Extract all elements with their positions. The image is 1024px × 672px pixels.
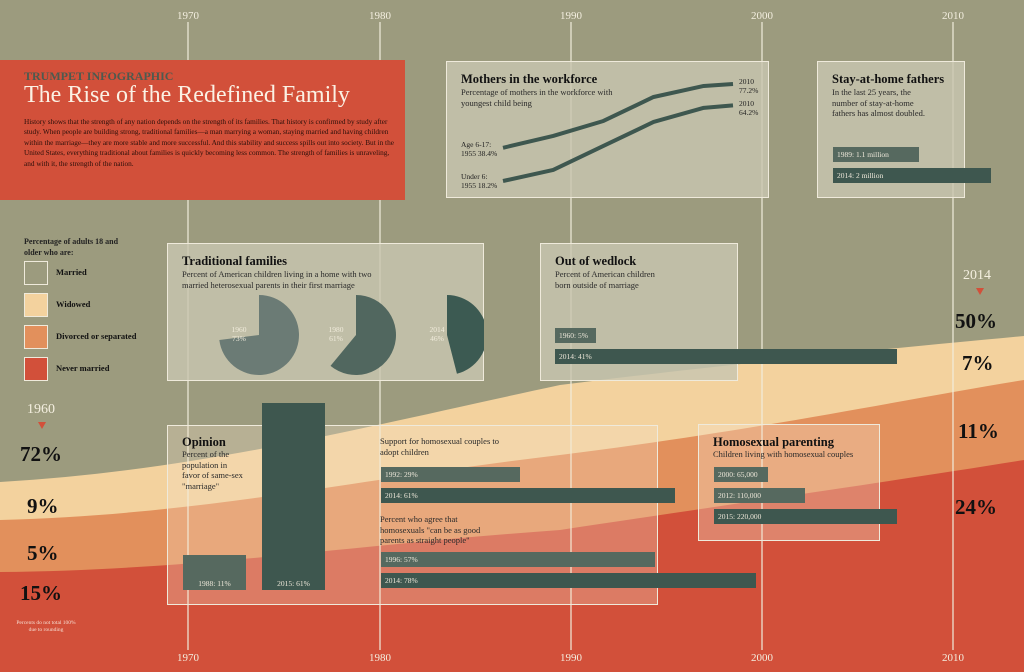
bar-opinion-1988: 1988: 11% [183,555,246,590]
panel-title: Homosexual parenting [713,435,834,449]
series-start-value: 1955 38.4% [461,149,498,158]
legend-title: Percentage of adults 18 and older who ar… [24,237,119,257]
pie-slice-2014 [446,294,484,374]
year-label-bottom: 1990 [560,652,582,664]
panel-subtitle: Percent of American children born outsid… [555,269,655,290]
value-never-married-1960: 15% [20,581,62,605]
year-label-top: 2000 [751,10,773,22]
value-married-1960: 72% [20,442,62,466]
panel-subtitle: In the last 25 years, the number of stay… [832,87,926,118]
legend-label: Widowed [56,299,91,309]
year-label-bottom: 1980 [369,652,391,664]
line-label: 2010 77.2% [739,77,758,95]
workforce-line-chart [502,81,733,183]
legend-swatch-divorced [24,325,48,349]
series-name: Age 6-17: [461,140,492,149]
line-label: Age 6-17: 1955 38.4% [461,140,497,158]
bar-adopt-1992: 1992: 29% [381,467,520,482]
start-year: 1960 [27,402,55,417]
value-divorced-1960: 5% [27,541,59,565]
year-label-bottom: 2000 [751,652,773,664]
panel-title: Opinion [182,435,226,449]
down-arrow-icon [976,288,984,295]
panel-title: Mothers in the workforce [461,72,598,86]
end-year: 2014 [963,268,991,283]
series-end-year: 2010 [739,99,754,108]
legend-label: Married [56,267,87,277]
pie-label: 1980 61% [321,325,351,343]
legend-label: Divorced or separated [56,331,137,341]
legend-swatch-married [24,261,48,285]
bar-wedlock-2014: 2014: 41% [555,349,897,364]
intro-text: History shows that the strength of any n… [24,117,394,168]
line-series-under-6 [502,102,733,183]
line-series-age-6-17 [502,81,733,150]
pie-value: 61% [329,334,343,343]
year-label-top: 1990 [560,10,582,22]
pie-year: 1960 [231,325,247,334]
bar-fathers-2014: 2014: 2 million [833,168,991,183]
bar-wedlock-1960: 1960: 5% [555,328,596,343]
panel-title: Traditional families [182,254,287,268]
year-label-top: 1980 [369,10,391,22]
bar-parenting-2015: 2015: 220,000 [714,509,897,524]
legend-swatch-widowed [24,293,48,317]
page-title: The Rise of the Redefined Family [24,82,350,108]
value-married-2014: 50% [955,309,997,333]
value-widowed-2014: 7% [962,351,994,375]
value-divorced-2014: 11% [958,419,999,443]
pie-year: 1980 [328,325,344,334]
traditional-families-pies [218,294,484,375]
year-label-top: 1970 [177,10,199,22]
panel-subtitle: Percent of American children living in a… [182,269,372,290]
panel-subtitle: Children living with homosexual couples [713,449,854,459]
panel-subtitle: Percent of the population in favor of sa… [182,449,243,491]
bar-adopt-2014: 2014: 61% [381,488,675,503]
pie-value: 73% [232,334,246,343]
pie-slice-1980 [330,294,396,375]
pie-year: 2014 [429,325,445,334]
year-label-top: 2010 [942,10,964,22]
title-block: TRUMPET INFOGRAPHIC The Rise of the Rede… [0,60,405,200]
bar-parents-2014: 2014: 78% [381,573,756,588]
series-end-value: 64.2% [739,108,759,117]
value-never-married-2014: 24% [955,495,997,519]
value-widowed-1960: 9% [27,494,59,518]
rounding-note: Percents do not total 100% due to roundi… [16,620,76,633]
parents-subtitle: Percent who agree that homosexuals "can … [380,514,481,545]
series-end-value: 77.2% [739,86,759,95]
pie-slice-1960 [218,294,299,375]
bar-parenting-2012: 2012: 110,000 [714,488,805,503]
bar-opinion-2015: 2015: 61% [262,403,325,590]
pie-value: 46% [430,334,444,343]
line-label: Under 6: 1955 18.2% [461,172,497,190]
year-label-bottom: 2010 [942,652,964,664]
series-end-year: 2010 [739,77,754,86]
panel-title: Out of wedlock [555,254,637,268]
kicker: TRUMPET INFOGRAPHIC [24,69,174,83]
bar-parents-1996: 1996: 57% [381,552,655,567]
legend-swatch-never-married [24,357,48,381]
panel-mothers-workforce: Mothers in the workforce Percentage of m… [446,61,769,198]
bar-fathers-1989: 1989: 1.1 million [833,147,919,162]
adoption-subtitle: Support for homosexual couples to adopt … [380,436,499,457]
line-label: 2010 64.2% [739,99,758,117]
panel-traditional-families: Traditional families Percent of American… [167,243,484,381]
year-label-bottom: 1970 [177,652,199,664]
pie-label: 2014 46% [422,325,452,343]
down-arrow-icon [38,422,46,429]
series-start-value: 1955 18.2% [461,181,498,190]
panel-subtitle: Percentage of mothers in the workforce w… [461,87,613,108]
panel-title: Stay-at-home fathers [832,72,945,86]
legend-label: Never married [56,363,110,373]
bar-parenting-2000: 2000: 65,000 [714,467,768,482]
pie-label: 1960 73% [224,325,254,343]
series-name: Under 6: [461,172,488,181]
